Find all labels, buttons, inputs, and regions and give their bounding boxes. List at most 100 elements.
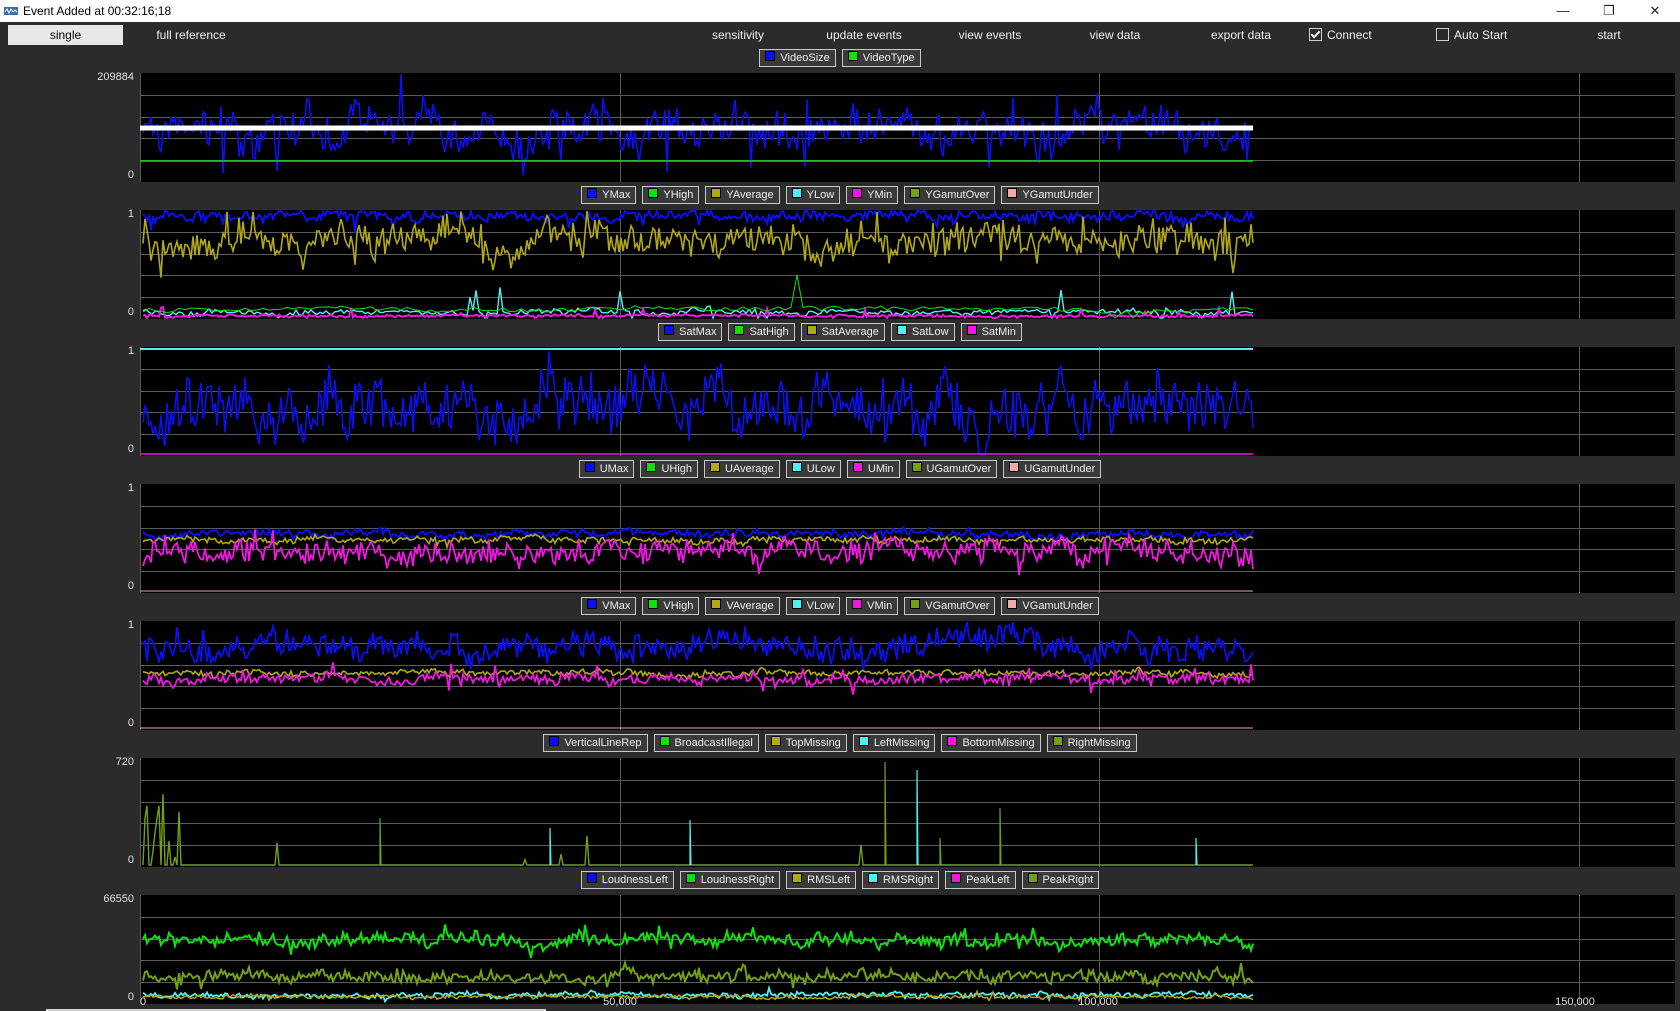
view-events-button[interactable]: view events <box>958 28 1022 42</box>
legend-item[interactable]: VGamutOver <box>904 597 996 615</box>
view-data-button[interactable]: view data <box>1089 28 1141 42</box>
close-icon[interactable]: ✕ <box>1649 3 1661 18</box>
legend-swatch-icon <box>765 51 776 61</box>
legend-swatch-icon <box>852 462 863 472</box>
series-line-LoudnessRight <box>142 924 1254 959</box>
legend-item[interactable]: VHigh <box>642 597 700 615</box>
legend-swatch-icon <box>966 325 977 335</box>
legend-label: SatMin <box>981 326 1016 338</box>
y-tick-label: 66550 <box>103 893 134 905</box>
legend-item[interactable]: SatLow <box>890 323 955 341</box>
legend-swatch-icon <box>711 188 722 198</box>
plot-panel[interactable] <box>140 347 1675 456</box>
legend-item[interactable]: RMSLeft <box>786 871 856 889</box>
plot-panel[interactable] <box>140 484 1675 593</box>
checkbox-empty-icon <box>1436 28 1449 41</box>
auto-start-checkbox[interactable]: Auto Start <box>1436 28 1507 42</box>
legend-label: VMin <box>867 600 893 612</box>
legend-item[interactable]: BroadcastIllegal <box>653 734 759 752</box>
legend-label: VideoType <box>862 52 915 64</box>
legend-item[interactable]: YHigh <box>642 186 700 204</box>
plot-area <box>140 73 1675 182</box>
plot-panel[interactable] <box>140 621 1675 730</box>
legend-item[interactable]: VerticalLineRep <box>543 734 648 752</box>
legend-swatch-icon <box>770 736 781 746</box>
start-button[interactable]: start <box>1597 28 1621 42</box>
legend-item[interactable]: VLow <box>785 597 841 615</box>
legend-swatch-icon <box>867 873 878 883</box>
legend-item[interactable]: VAverage <box>705 597 780 615</box>
waveform-app-icon <box>4 7 18 15</box>
legend-label: VMax <box>602 600 631 612</box>
legend-item[interactable]: YLow <box>785 186 841 204</box>
legend-swatch-icon <box>852 599 863 609</box>
legend-item[interactable]: YGamutOver <box>904 186 996 204</box>
plot-panel[interactable] <box>140 73 1675 182</box>
series-spike <box>379 817 382 866</box>
legend-item[interactable]: VMin <box>846 597 899 615</box>
legend-item[interactable]: YGamutUnder <box>1001 186 1099 204</box>
legend-item[interactable]: UGamutOver <box>905 460 998 478</box>
legend-swatch-icon <box>910 599 921 609</box>
single-button[interactable]: single <box>8 25 123 45</box>
legend-item[interactable]: LeftMissing <box>852 734 936 752</box>
series-spike <box>999 807 1002 866</box>
legend-item[interactable]: SatHigh <box>728 323 795 341</box>
legend-item[interactable]: LoudnessRight <box>679 871 781 889</box>
legend-item[interactable]: LoudnessLeft <box>580 871 674 889</box>
plot-panel[interactable] <box>140 210 1675 319</box>
legend-item[interactable]: TopMissing <box>764 734 847 752</box>
legend-swatch-icon <box>710 462 721 472</box>
legend-item[interactable]: VGamutUnder <box>1001 597 1099 615</box>
sensitivity-button[interactable]: sensitivity <box>711 28 764 42</box>
legend-label: UMin <box>867 463 894 475</box>
legend-item[interactable]: RMSRight <box>861 871 940 889</box>
scrollbar-thumb[interactable] <box>46 1009 546 1011</box>
legend-label: RMSLeft <box>807 874 850 886</box>
series-line-SatMax <box>142 351 1254 456</box>
legend-item[interactable]: VideoType <box>841 49 921 67</box>
legend-swatch-icon <box>910 188 921 198</box>
legend-item[interactable]: ULow <box>785 460 841 478</box>
legend-item[interactable]: YMin <box>846 186 899 204</box>
legend-label: UAverage <box>725 463 774 475</box>
legend-swatch-icon <box>806 325 817 335</box>
legend-label: SatLow <box>911 326 949 338</box>
legend-item[interactable]: YMax <box>581 186 637 204</box>
full-reference-button[interactable]: full reference <box>156 28 226 42</box>
connect-checkbox[interactable]: Connect <box>1309 28 1372 42</box>
legend-swatch-icon <box>549 736 560 746</box>
legend-item[interactable]: VideoSize <box>759 49 836 67</box>
legend-item[interactable]: UAverage <box>704 460 780 478</box>
legend-item[interactable]: UMin <box>846 460 900 478</box>
plot-panel[interactable] <box>140 758 1675 867</box>
legend-label: YHigh <box>663 189 694 201</box>
legend-item[interactable]: BottomMissing <box>941 734 1041 752</box>
plot-panel[interactable] <box>140 895 1675 1004</box>
legend-swatch-icon <box>1007 188 1018 198</box>
legend-label: SatMax <box>679 326 717 338</box>
restore-icon[interactable]: ❐ <box>1603 3 1615 18</box>
legend-item[interactable]: UHigh <box>640 460 699 478</box>
y-tick-label: 0 <box>127 854 134 866</box>
legend-item[interactable]: UGamutUnder <box>1003 460 1102 478</box>
legend-item[interactable]: VMax <box>581 597 637 615</box>
y-tick-label: 720 <box>115 756 134 768</box>
plot-area <box>140 758 1675 867</box>
legend-item[interactable]: UMax <box>578 460 635 478</box>
minimize-icon[interactable]: — <box>1556 3 1570 18</box>
legend-item[interactable]: PeakRight <box>1021 871 1100 889</box>
legend-item[interactable]: SatMin <box>960 323 1022 341</box>
legend-item[interactable]: SatAverage <box>800 323 885 341</box>
export-data-button[interactable]: export data <box>1210 28 1272 42</box>
plot-area <box>140 484 1675 593</box>
legend-label: YMax <box>602 189 631 201</box>
update-events-button[interactable]: update events <box>826 28 902 42</box>
legend-item[interactable]: RightMissing <box>1046 734 1137 752</box>
legend-swatch-icon <box>584 462 595 472</box>
legend-item[interactable]: SatMax <box>658 323 723 341</box>
legend-item[interactable]: YAverage <box>705 186 780 204</box>
legend-swatch-icon <box>1027 873 1038 883</box>
legend-item[interactable]: PeakLeft <box>945 871 1016 889</box>
series-spike <box>916 769 919 866</box>
